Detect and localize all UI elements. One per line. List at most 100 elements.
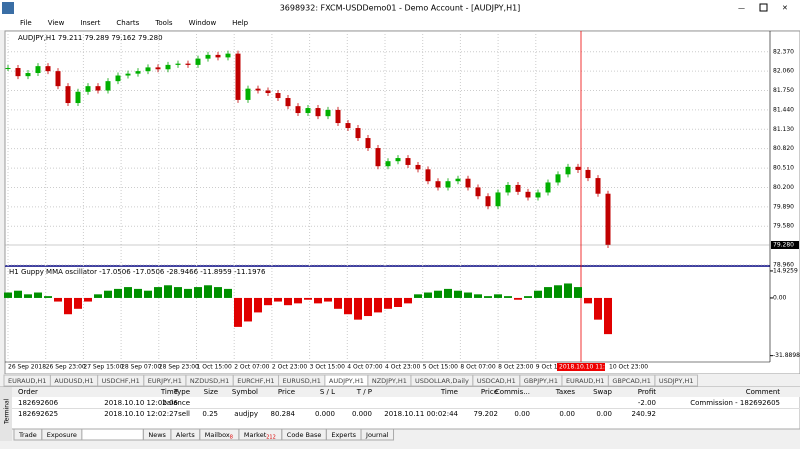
symbol-tab[interactable]: EURAUD,H1 xyxy=(566,377,604,385)
osc-bar xyxy=(74,297,82,309)
column-header[interactable]: Comment xyxy=(746,388,781,396)
terminal-tab[interactable]: Exposure xyxy=(47,431,77,439)
osc-bar xyxy=(124,287,132,298)
column-header[interactable]: Commis... xyxy=(495,388,530,396)
column-header[interactable]: Size xyxy=(204,388,218,396)
symbol-tab[interactable]: EURUSD,H1 xyxy=(283,377,321,385)
close[interactable]: ✕ xyxy=(782,4,788,12)
terminal-tab[interactable]: Trade xyxy=(18,431,37,439)
osc-bar xyxy=(34,292,42,298)
symbol-tab[interactable]: NZDUSD,H1 xyxy=(190,377,229,385)
symbol-tab[interactable]: USDCHF,H1 xyxy=(102,377,140,385)
column-header[interactable]: Order xyxy=(18,388,38,396)
maximize[interactable] xyxy=(759,3,768,12)
candle xyxy=(415,164,421,170)
osc-bar xyxy=(444,288,452,298)
cell: 2018.10.10 12:02:06 xyxy=(104,399,178,407)
osc-bar xyxy=(54,297,62,302)
cell: 0.000 xyxy=(352,410,372,418)
symbol-tab[interactable]: GBPCAD,H1 xyxy=(612,377,651,385)
symbol-tab[interactable]: NZDJPY,H1 xyxy=(372,377,407,385)
candle xyxy=(485,196,491,207)
cell: 2018.10.10 12:02:27 xyxy=(104,410,178,418)
symbol-tab[interactable]: AUDUSD,H1 xyxy=(54,377,93,385)
column-header[interactable]: S / L xyxy=(320,388,335,396)
oscillator-label: H1 Guppy MMA oscillator -17.0506 -17.050… xyxy=(9,268,266,276)
candle xyxy=(145,67,151,72)
column-header[interactable]: Time xyxy=(160,388,178,396)
osc-bar xyxy=(304,297,312,300)
candle xyxy=(245,88,251,100)
menu-item[interactable]: Insert xyxy=(80,19,100,27)
osc-bar xyxy=(274,297,282,302)
osc-bar xyxy=(184,288,192,298)
terminal-tab[interactable]: Mailbox xyxy=(205,431,230,439)
candle xyxy=(545,182,551,193)
column-header[interactable]: Price xyxy=(481,388,498,396)
terminal-tab-frame[interactable] xyxy=(81,428,144,441)
candle xyxy=(205,54,211,59)
time-label: 28 Sep 07:00 xyxy=(121,364,161,371)
osc-bar xyxy=(154,287,162,298)
symbol-tab[interactable]: USDJPY,H1 xyxy=(659,377,694,385)
column-header[interactable]: Time xyxy=(440,388,458,396)
cell: 182692625 xyxy=(18,410,58,418)
osc-bar xyxy=(244,297,252,322)
column-header[interactable]: Profit xyxy=(638,388,657,396)
cell: 0.00 xyxy=(559,410,575,418)
osc-bar xyxy=(424,292,432,298)
candle xyxy=(285,98,291,107)
candle xyxy=(555,174,561,183)
symbol-tab[interactable]: GBPJPY,H1 xyxy=(524,377,558,385)
candle xyxy=(335,109,341,124)
candle xyxy=(515,184,521,192)
terminal-tab[interactable]: Code Base xyxy=(287,431,322,439)
cell: 2018.10.11 00:02:44 xyxy=(384,410,458,418)
osc-bar xyxy=(314,297,322,304)
symbol-tab[interactable]: EURCHF,H1 xyxy=(237,377,274,385)
candle xyxy=(405,158,411,165)
terminal-tab[interactable]: Journal xyxy=(365,431,389,439)
terminal-tab[interactable]: News xyxy=(148,431,166,439)
candle xyxy=(225,53,231,58)
menu-item[interactable]: Charts xyxy=(116,19,139,27)
column-header[interactable]: Price xyxy=(278,388,295,396)
symbol-tab-frame[interactable] xyxy=(654,374,699,387)
candle xyxy=(45,66,51,72)
menu-item[interactable]: File xyxy=(20,19,32,27)
terminal-tab[interactable]: Market xyxy=(244,431,267,439)
osc-bar xyxy=(534,290,542,298)
menu-item[interactable]: View xyxy=(48,19,65,27)
column-header[interactable]: Type xyxy=(173,388,190,396)
time-label: 9 Oct 15:00 xyxy=(536,364,571,371)
column-header[interactable]: Symbol xyxy=(232,388,258,396)
symbol-tab[interactable]: USDOLLAR,Daily xyxy=(415,377,469,385)
symbol-tab[interactable]: USDCAD,H1 xyxy=(477,377,516,385)
candle xyxy=(125,73,131,76)
symbol-tab[interactable]: AUDJPY,H1 xyxy=(329,377,364,385)
candle xyxy=(65,86,71,104)
menu-item[interactable]: Window xyxy=(189,19,217,27)
menu-item[interactable]: Help xyxy=(232,19,249,27)
column-header[interactable]: Taxes xyxy=(555,388,576,396)
terminal-tab[interactable]: Alerts xyxy=(176,431,195,439)
candle xyxy=(275,93,281,99)
cell: audjpy xyxy=(234,410,258,418)
osc-bar xyxy=(544,287,552,298)
osc-label: 14.9259 xyxy=(773,267,798,274)
candle xyxy=(295,106,301,114)
osc-bar xyxy=(214,287,222,298)
price-label: 80.820 xyxy=(773,145,794,152)
column-header[interactable]: Swap xyxy=(593,388,612,396)
column-header[interactable]: T / P xyxy=(356,388,372,396)
symbol-tab[interactable]: EURAUD,H1 xyxy=(8,377,46,385)
cell: -2.00 xyxy=(638,399,656,407)
cell: 182692606 xyxy=(18,399,59,407)
symbol-tab[interactable]: EURJPY,H1 xyxy=(148,377,182,385)
terminal-tab[interactable]: Experts xyxy=(331,431,356,439)
minimize[interactable]: — xyxy=(738,4,745,12)
menu-item[interactable]: Tools xyxy=(154,19,173,27)
candle xyxy=(425,169,431,182)
terminal-tab-frame[interactable] xyxy=(360,428,395,441)
marker-tag xyxy=(557,363,605,371)
